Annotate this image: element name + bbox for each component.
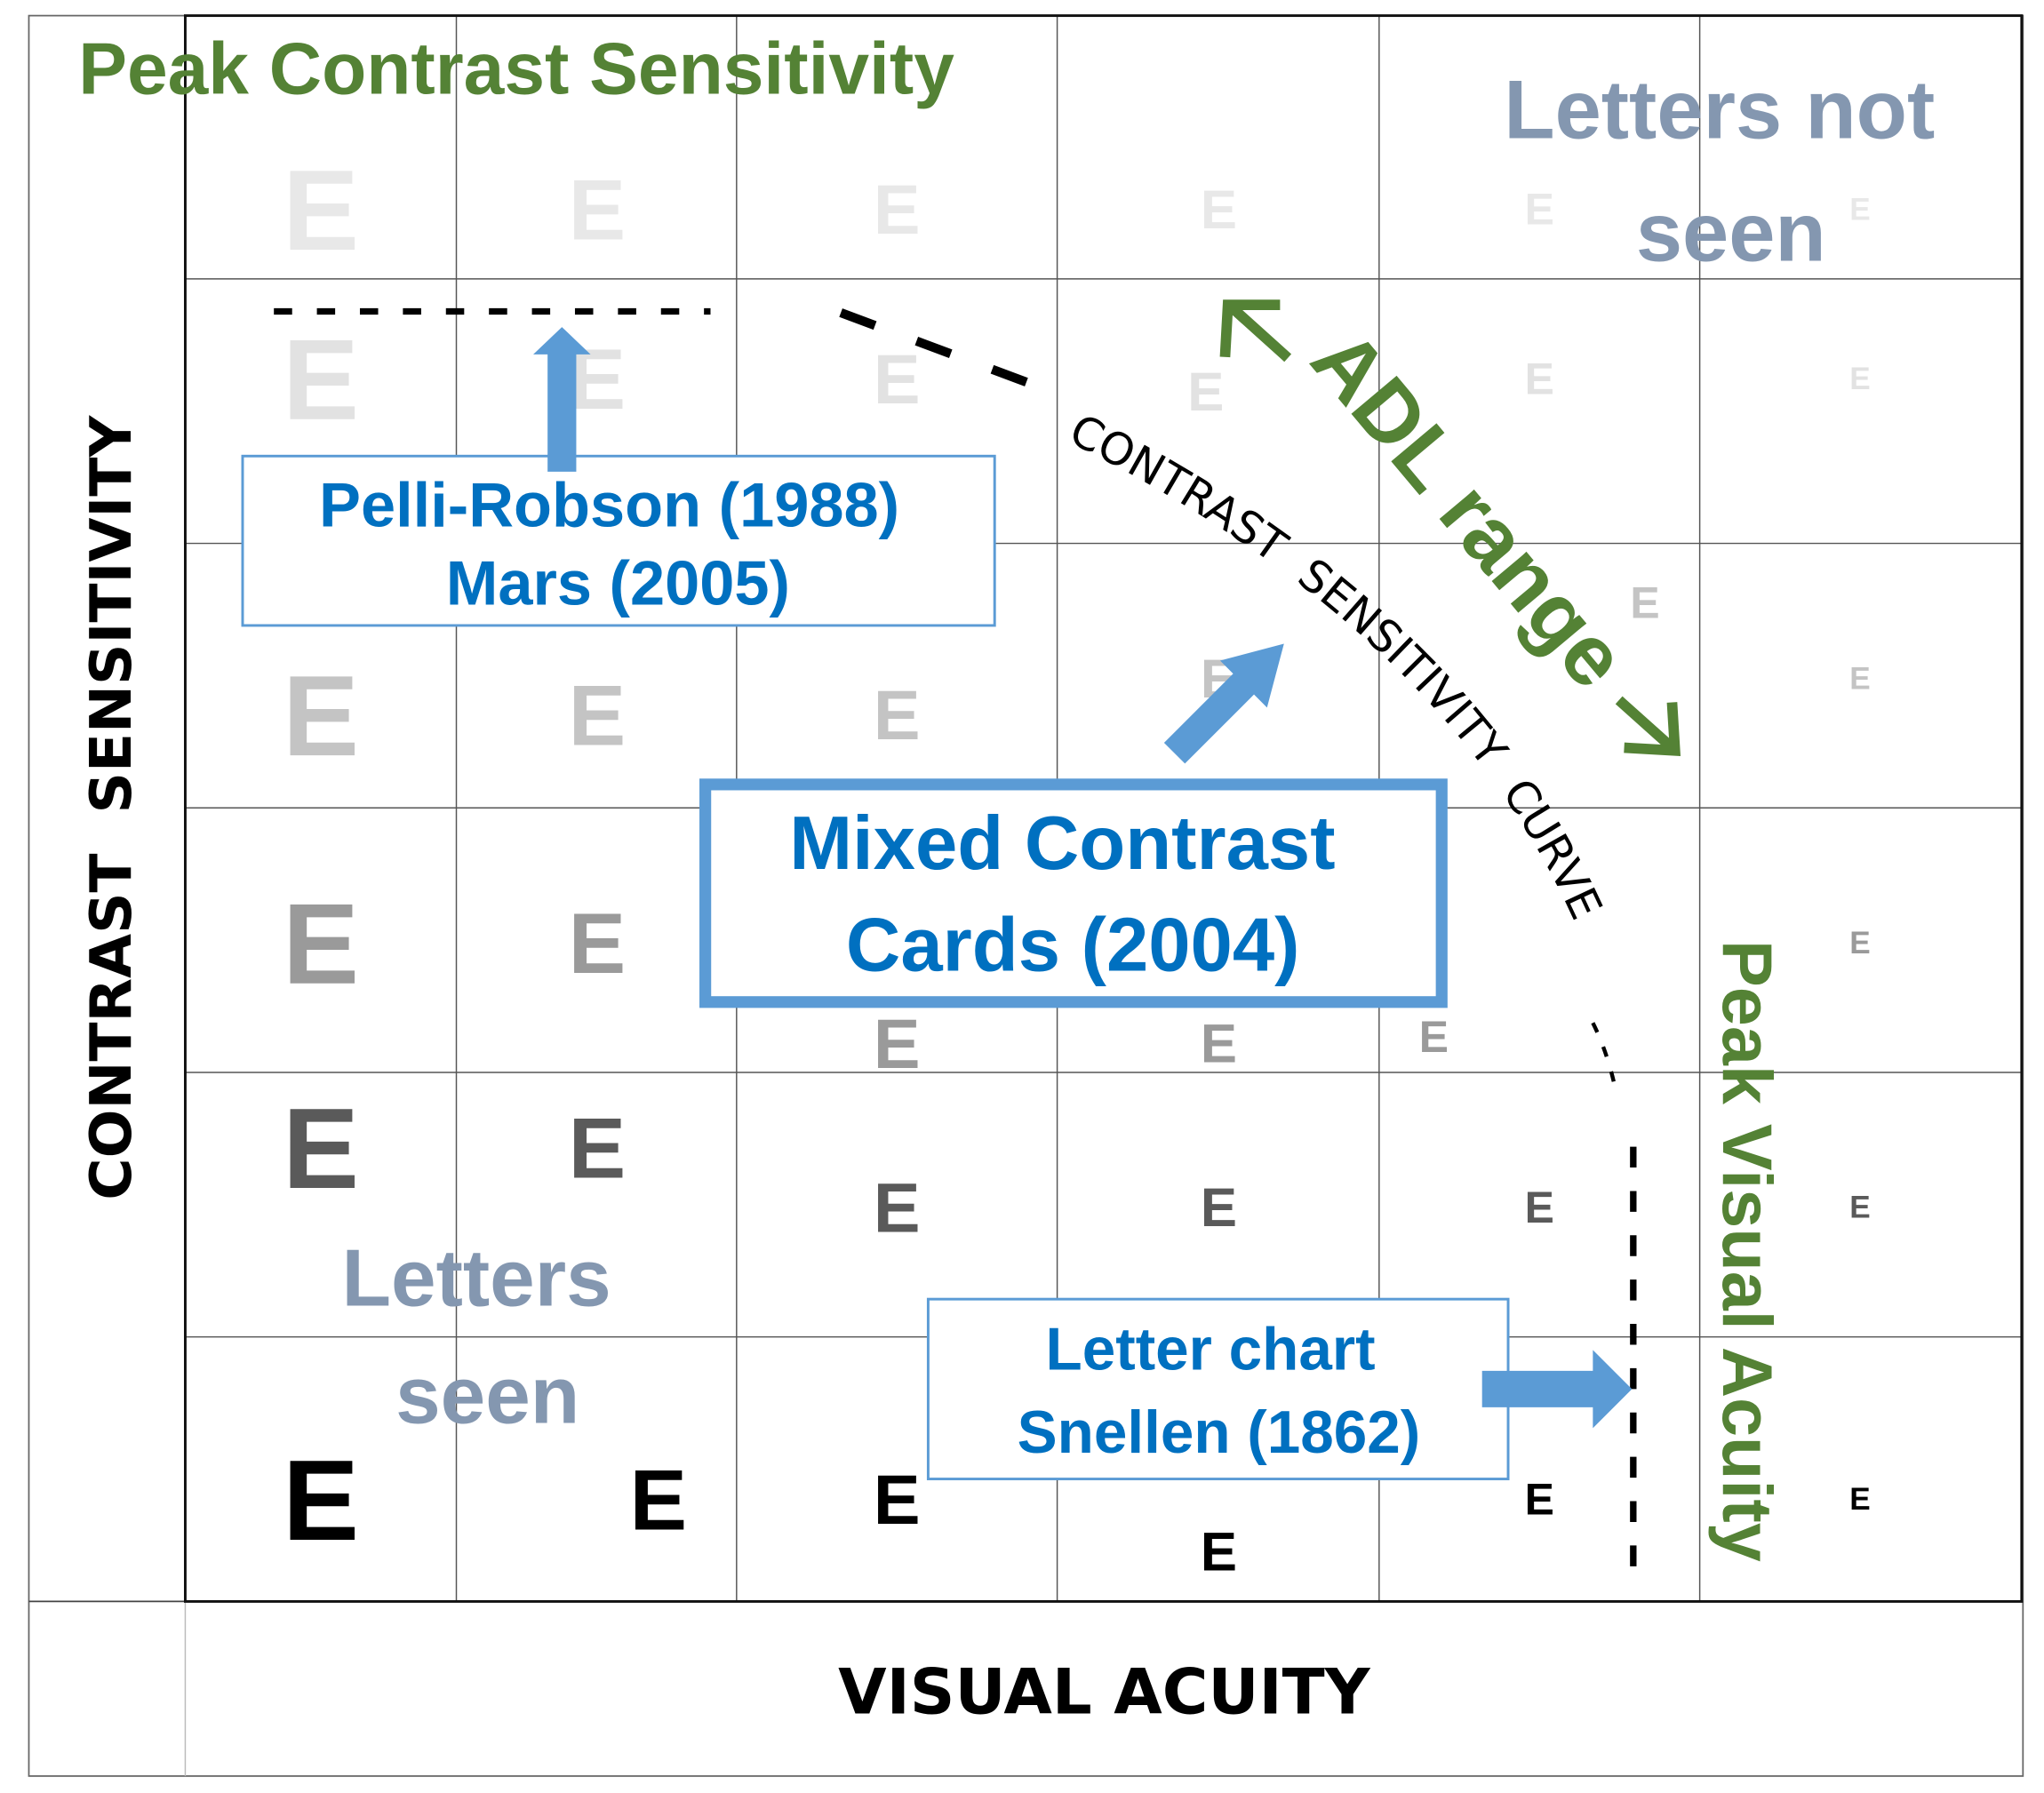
- optotype-letter: E: [874, 675, 921, 754]
- curve-dashed-tail: [1591, 1022, 1616, 1082]
- letter-chart-box: Letter chart Snellen (1862): [926, 1297, 1633, 1481]
- svg-text:Letter chart Snellen (18: Letter chart Snellen (1862): [1018, 1316, 1421, 1466]
- optotype-letter: E: [1849, 926, 1870, 960]
- optotype-letter: E: [1525, 1475, 1554, 1525]
- curve-dashed-start: [839, 308, 1045, 393]
- optotype-letter: E: [283, 881, 359, 1008]
- x-axis-label: VISUAL ACUITY: [838, 1656, 1371, 1729]
- arrow-diagonal-icon: [1163, 643, 1284, 764]
- optotype-letter: E: [1201, 1177, 1237, 1239]
- optotype-letter: E: [874, 339, 921, 418]
- letters-seen-label: Letters seen: [342, 1234, 634, 1441]
- optotype-letter: E: [283, 147, 359, 275]
- optotype-letter: E: [283, 1085, 359, 1213]
- peak-visual-acuity-label: Peak Visual Acuity: [1708, 940, 1787, 1562]
- optotype-letter: E: [569, 161, 627, 258]
- chart-area: [183, 14, 2024, 1603]
- peak-contrast-label: Peak Contrast Sensitivity: [78, 29, 954, 110]
- letters-not-seen-label: Letters not seen: [1504, 62, 1958, 278]
- optotype-letter: E: [874, 1460, 921, 1539]
- optotype-letter: E: [874, 1168, 921, 1247]
- optotype-letter: E: [1201, 179, 1237, 241]
- optotype-letter: E: [1201, 1521, 1237, 1582]
- optotype-letter: E: [569, 895, 627, 992]
- adl-arrow-left-icon: [1219, 299, 1292, 363]
- optotype-letter: E: [1201, 1013, 1237, 1074]
- optotype-letter: E: [1849, 1191, 1870, 1225]
- optotype-letter: E: [1849, 661, 1870, 696]
- optotype-letter: E: [283, 316, 359, 444]
- optotype-letter: E: [630, 1451, 688, 1548]
- mixed-contrast-box: Mixed Contrast Cards (2004): [699, 643, 1448, 1008]
- adl-range-label: ADL range: [1293, 312, 1646, 706]
- optotype-letter: E: [1187, 362, 1224, 423]
- optotype-letter: E: [1525, 185, 1554, 235]
- optotype-letter: E: [569, 1099, 627, 1196]
- optotype-letter: E: [1525, 354, 1554, 403]
- optotype-letter: E: [874, 1004, 921, 1083]
- optotype-letter: E: [1630, 578, 1659, 628]
- optotype-letter: E: [283, 652, 359, 780]
- optotype-letter: E: [1849, 362, 1870, 396]
- optotype-letter: E: [1849, 1482, 1870, 1517]
- arrow-right-icon: [1481, 1350, 1633, 1429]
- optotype-letter: E: [1525, 1183, 1554, 1232]
- optotype-letter: E: [874, 170, 921, 249]
- optotype-letter: E: [569, 667, 627, 764]
- svg-text:Mixed Contrast Cards (20: Mixed Contrast Cards (2004): [789, 801, 1356, 987]
- optotype-letter: E: [1419, 1012, 1449, 1062]
- y-axis-label: CONTRAST SENSITIVITY: [78, 415, 145, 1200]
- optotype-letter: E: [1849, 192, 1870, 227]
- adl-arrow-right-icon: [1615, 696, 1681, 756]
- svg-text:Pelli-Robson (1988) Mars: Pelli-Robson (1988) Mars (2005): [319, 469, 917, 618]
- optotype-letter: E: [283, 1437, 359, 1565]
- pelli-robson-box: Pelli-Robson (1988) Mars (2005): [241, 327, 996, 627]
